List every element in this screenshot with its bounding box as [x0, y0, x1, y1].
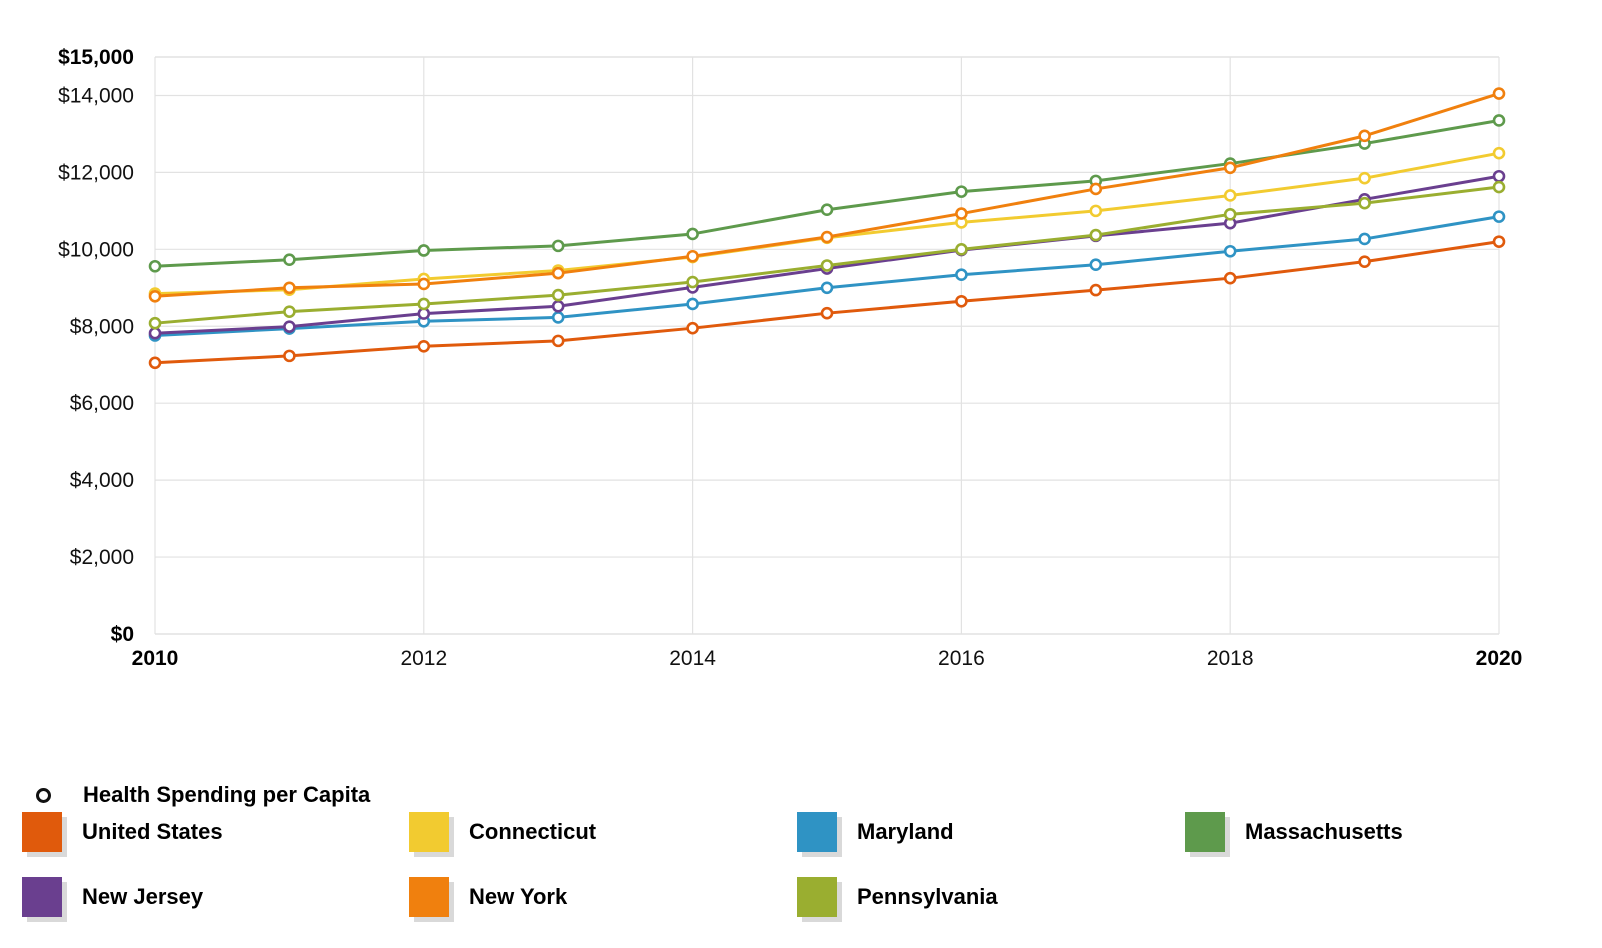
data-point-pennsylvania — [1492, 180, 1506, 194]
legend-swatch — [1185, 812, 1230, 857]
legend-marker-icon — [36, 787, 51, 803]
data-point-new-jersey — [283, 320, 296, 333]
y-tick-label: $10,000 — [58, 238, 134, 261]
data-point-new-york — [1492, 87, 1506, 100]
data-point-united-states — [551, 334, 565, 348]
y-tick-label: $6,000 — [70, 392, 134, 415]
data-point-united-states — [148, 356, 162, 370]
legend-label: Pennsylvania — [857, 884, 998, 909]
legend-item-new-york[interactable]: New York — [409, 875, 568, 922]
legend-item-maryland[interactable]: Maryland — [797, 810, 954, 857]
legend-title: Health Spending per Capita — [83, 782, 371, 807]
data-point-pennsylvania — [1223, 208, 1237, 221]
data-point-united-states — [1089, 283, 1103, 297]
data-point-pennsylvania — [283, 305, 296, 318]
data-point-maryland — [1089, 258, 1103, 272]
data-point-pennsylvania — [417, 297, 431, 311]
legend-swatch — [22, 877, 67, 922]
y-tick-label: $0 — [111, 623, 134, 646]
data-point-maryland — [1492, 210, 1506, 223]
data-point-pennsylvania — [686, 275, 699, 289]
data-point-united-states — [820, 306, 834, 320]
y-tick-label: $4,000 — [70, 469, 134, 492]
data-point-pennsylvania — [551, 288, 565, 302]
legend-title-row: Health Spending per Capita — [32, 780, 370, 810]
data-point-connecticut — [1492, 146, 1506, 160]
data-point-pennsylvania — [955, 243, 968, 256]
y-tick-label: $12,000 — [58, 161, 134, 184]
data-point-new-jersey — [551, 299, 565, 313]
y-tick-label: $14,000 — [58, 84, 134, 107]
data-point-maryland — [686, 297, 699, 311]
data-point-maryland — [955, 268, 968, 282]
data-point-new-york — [417, 277, 431, 291]
x-tick-label: 2010 — [132, 647, 179, 670]
legend: Health Spending per Capita United States… — [0, 780, 1602, 948]
data-point-massachusetts — [1492, 114, 1506, 127]
data-point-maryland — [1358, 232, 1371, 246]
x-tick-label: 2020 — [1476, 647, 1523, 670]
legend-label: New York — [469, 884, 568, 909]
x-tick-label: 2018 — [1207, 647, 1254, 670]
legend-item-connecticut[interactable]: Connecticut — [409, 810, 597, 857]
data-point-connecticut — [1358, 171, 1371, 185]
y-tick-label: $8,000 — [70, 315, 134, 338]
data-point-pennsylvania — [820, 259, 834, 272]
legend-label: New Jersey — [82, 884, 204, 909]
data-point-new-york — [1358, 129, 1371, 143]
legend-item-new-jersey[interactable]: New Jersey — [22, 875, 204, 922]
data-point-united-states — [686, 321, 699, 335]
data-point-new-york — [686, 249, 699, 263]
data-point-pennsylvania — [148, 316, 162, 330]
data-point-united-states — [1492, 235, 1506, 248]
data-point-massachusetts — [417, 244, 431, 257]
data-point-new-york — [820, 230, 834, 244]
legend-label: Massachusetts — [1245, 819, 1403, 844]
legend-swatch — [797, 877, 842, 922]
legend-swatch — [409, 877, 454, 922]
legend-item-massachusetts[interactable]: Massachusetts — [1185, 810, 1403, 857]
data-point-pennsylvania — [1089, 228, 1103, 242]
y-tick-label: $2,000 — [70, 546, 134, 569]
legend-label: Maryland — [857, 819, 954, 844]
x-tick-label: 2012 — [400, 647, 447, 670]
legend-swatch — [409, 812, 454, 857]
data-point-new-jersey — [148, 326, 162, 340]
legend-label: United States — [82, 819, 223, 844]
data-point-massachusetts — [551, 239, 565, 253]
data-point-connecticut — [1223, 189, 1237, 202]
data-point-massachusetts — [686, 227, 699, 241]
legend-label: Connecticut — [469, 819, 597, 844]
data-point-maryland — [551, 311, 565, 324]
data-point-united-states — [955, 294, 968, 308]
data-point-new-york — [283, 281, 296, 295]
legend-item-united-states[interactable]: United States — [22, 810, 223, 857]
data-point-new-york — [148, 289, 162, 303]
data-point-new-york — [551, 266, 565, 280]
data-point-united-states — [417, 339, 431, 353]
data-point-united-states — [1358, 255, 1371, 268]
data-point-new-york — [1089, 182, 1103, 196]
legend-item-pennsylvania[interactable]: Pennsylvania — [797, 875, 998, 922]
data-point-maryland — [820, 281, 834, 295]
x-tick-label: 2016 — [938, 647, 985, 670]
data-point-new-york — [955, 207, 968, 220]
data-point-massachusetts — [148, 259, 162, 273]
data-point-maryland — [1223, 244, 1237, 258]
data-point-massachusetts — [820, 203, 834, 217]
data-point-united-states — [1223, 271, 1237, 285]
legend-swatch — [22, 812, 67, 857]
data-point-massachusetts — [955, 185, 968, 198]
data-point-connecticut — [1089, 204, 1103, 218]
data-point-massachusetts — [283, 253, 296, 267]
data-point-pennsylvania — [1358, 196, 1371, 210]
data-point-new-jersey — [1492, 169, 1506, 183]
x-tick-label: 2014 — [669, 647, 716, 670]
line-chart: $0 $2,000 $4,000 $6,000 $8,000 $10,000 $12,000… — [58, 46, 1523, 670]
legend-swatch — [797, 812, 842, 857]
data-point-new-york — [1223, 161, 1237, 175]
data-point-united-states — [283, 349, 296, 363]
y-tick-label: $15,000 — [58, 46, 134, 69]
